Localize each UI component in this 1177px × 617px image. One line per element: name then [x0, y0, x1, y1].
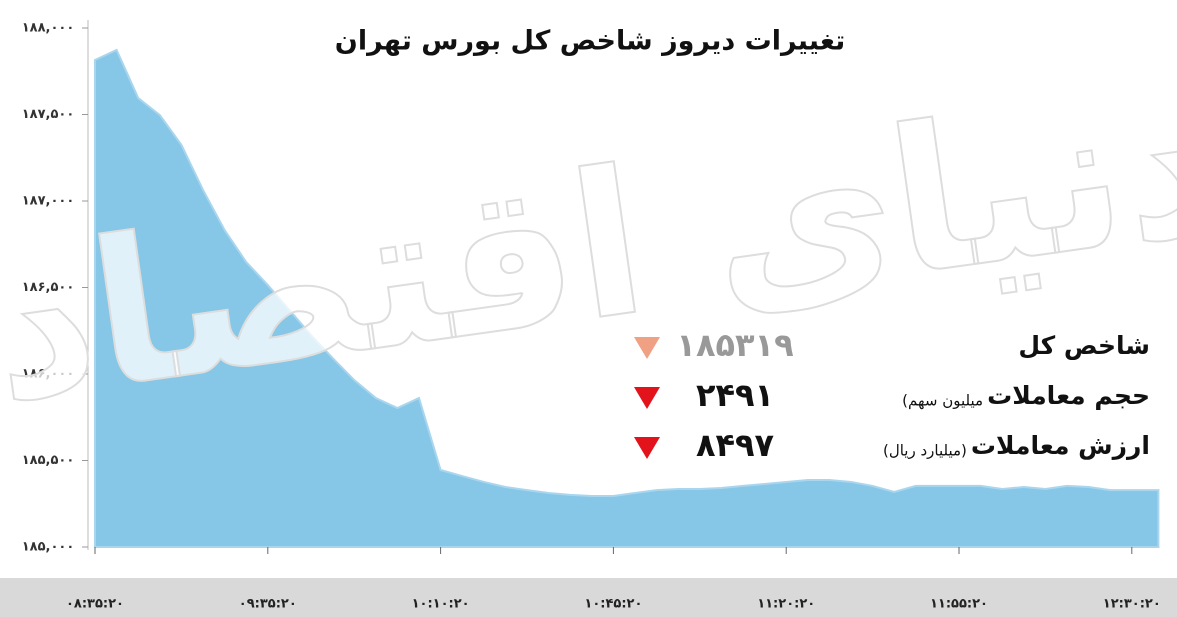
- summary-arrow: [634, 437, 660, 459]
- x-axis-band: [0, 578, 1177, 617]
- chart-title: تغییرات دیروز شاخص کل بورس تهران: [335, 26, 845, 57]
- x-tick-label: ۱۲:۳۰:۲۰: [1103, 597, 1161, 612]
- y-tick-label: ۱۸۷,۰۰۰: [22, 194, 75, 209]
- summary-arrow: [634, 337, 660, 359]
- y-tick-label: ۱۸۷,۵۰۰: [22, 107, 75, 122]
- summary-label: حجم معاملات: [987, 381, 1150, 410]
- summary-value: ۱۸۵۳۱۹: [676, 326, 793, 364]
- summary-arrow: [634, 387, 660, 409]
- x-tick-label: ۱۰:۴۵:۲۰: [584, 597, 642, 612]
- area: [94, 48, 1160, 548]
- x-tick-label: ۰۹:۳۵:۲۰: [239, 597, 297, 612]
- summary-unit: (میلیون سهم: [902, 392, 983, 410]
- summary-label: شاخص کل: [1018, 331, 1150, 360]
- x-tick-label: ۱۰:۱۰:۲۰: [412, 597, 470, 612]
- summary-value: ۲۴۹۱: [696, 376, 774, 414]
- y-tick-label: ۱۸۶,۰۰۰: [22, 367, 75, 382]
- y-tick-label: ۱۸۸,۰۰۰: [22, 21, 75, 36]
- y-tick-label: ۱۸۶,۵۰۰: [22, 280, 75, 295]
- summary-label: ارزش معاملات: [971, 431, 1150, 460]
- y-tick-label: ۱۸۵,۵۰۰: [22, 453, 75, 468]
- summary-unit: (میلیارد ریال): [883, 442, 967, 460]
- summary-value: ۸۴۹۷: [696, 426, 775, 464]
- y-tick-label: ۱۸۵,۰۰۰: [22, 540, 75, 555]
- x-tick-label: ۱۱:۲۰:۲۰: [757, 597, 815, 612]
- x-tick-label: ۱۱:۵۵:۲۰: [930, 597, 988, 612]
- x-tick-label: ۰۸:۳۵:۲۰: [66, 597, 124, 612]
